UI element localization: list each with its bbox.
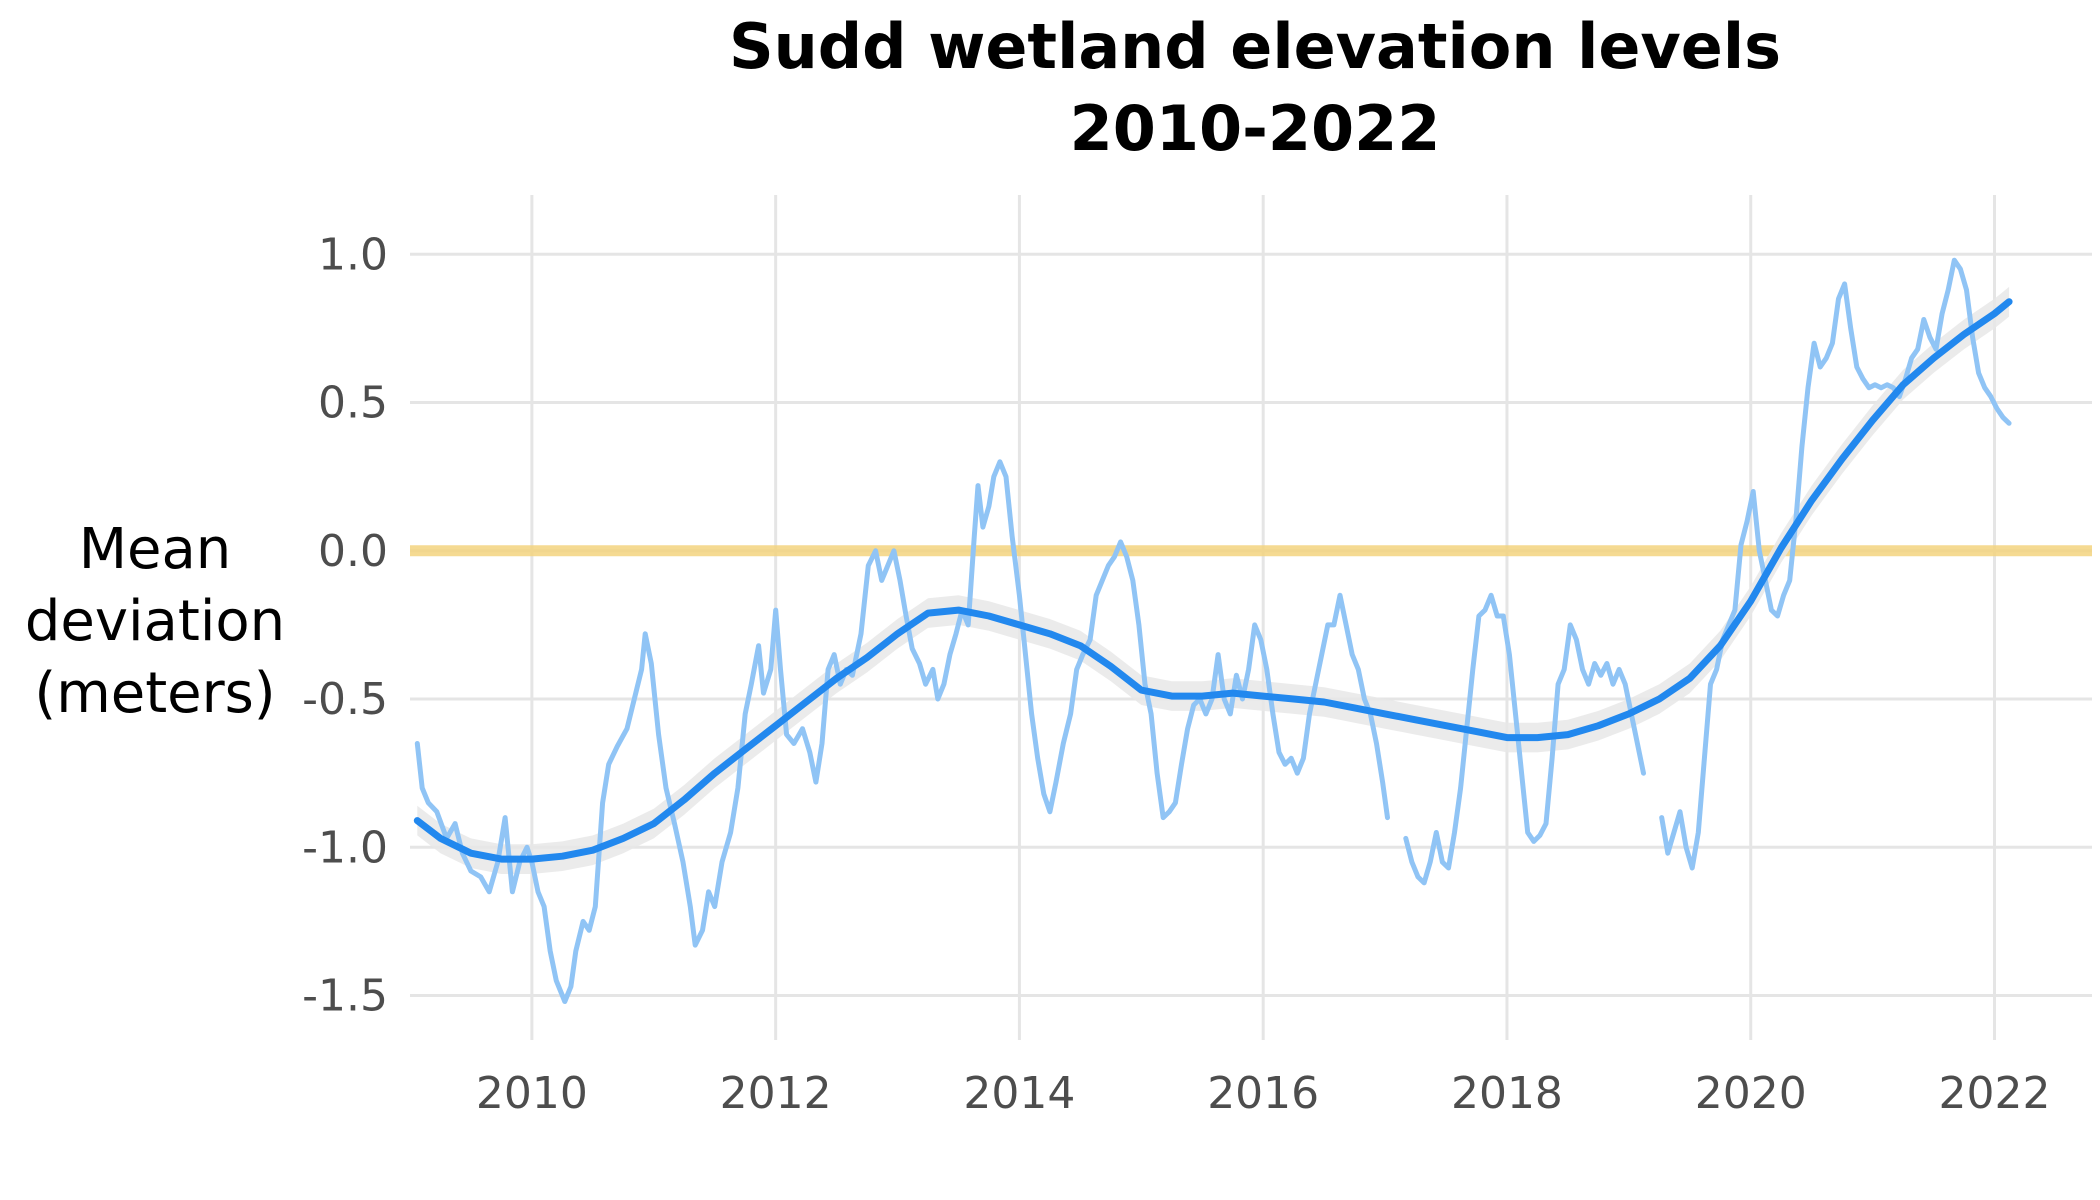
confidence-band <box>417 286 2010 874</box>
x-tick-label-2010: 2010 <box>476 1068 588 1119</box>
raw-series-segment-1 <box>414 459 1390 1004</box>
raw-series-segment-3 <box>1659 257 2012 871</box>
x-tick-label-2022: 2022 <box>1939 1068 2051 1119</box>
raw-series-segment-2 <box>1403 592 1646 886</box>
title-line-2: 2010-2022 <box>1070 92 1441 165</box>
x-tick-label-2018: 2018 <box>1451 1068 1563 1119</box>
title-line-1: Sudd wetland elevation levels <box>729 10 1781 83</box>
y-tick-label-0.5: 0.5 <box>318 378 388 429</box>
y-tick-label--0.5: -0.5 <box>302 674 388 725</box>
y-axis-label-line-2: deviation <box>25 589 285 654</box>
smoothed-series <box>413 298 2013 863</box>
x-tick-label-2016: 2016 <box>1207 1068 1319 1119</box>
x-tick-label-2012: 2012 <box>720 1068 832 1119</box>
y-axis-label-line-1: Mean <box>79 517 232 582</box>
x-tick-label-2014: 2014 <box>963 1068 1075 1119</box>
smoothed-trend-line <box>413 298 2013 863</box>
confidence-band-area <box>417 286 2010 874</box>
y-axis-tick-labels: 1.0 0.5 0.0 -0.5 -1.0 -1.5 <box>302 229 388 1021</box>
raw-series <box>414 257 2012 1004</box>
y-axis-label: Mean deviation (meters) <box>25 517 285 726</box>
y-tick-label-1.0: 1.0 <box>318 229 388 280</box>
y-tick-label-0.0: 0.0 <box>318 526 388 577</box>
grid <box>410 195 2092 1040</box>
y-axis-label-line-3: (meters) <box>34 661 275 726</box>
chart-title: Sudd wetland elevation levels 2010-2022 <box>729 10 1781 165</box>
x-axis-tick-labels: 2010 2012 2014 2016 2018 2020 2022 <box>476 1068 2051 1119</box>
x-tick-label-2020: 2020 <box>1695 1068 1807 1119</box>
y-tick-label--1.0: -1.0 <box>302 822 388 873</box>
y-tick-label--1.5: -1.5 <box>302 971 388 1022</box>
